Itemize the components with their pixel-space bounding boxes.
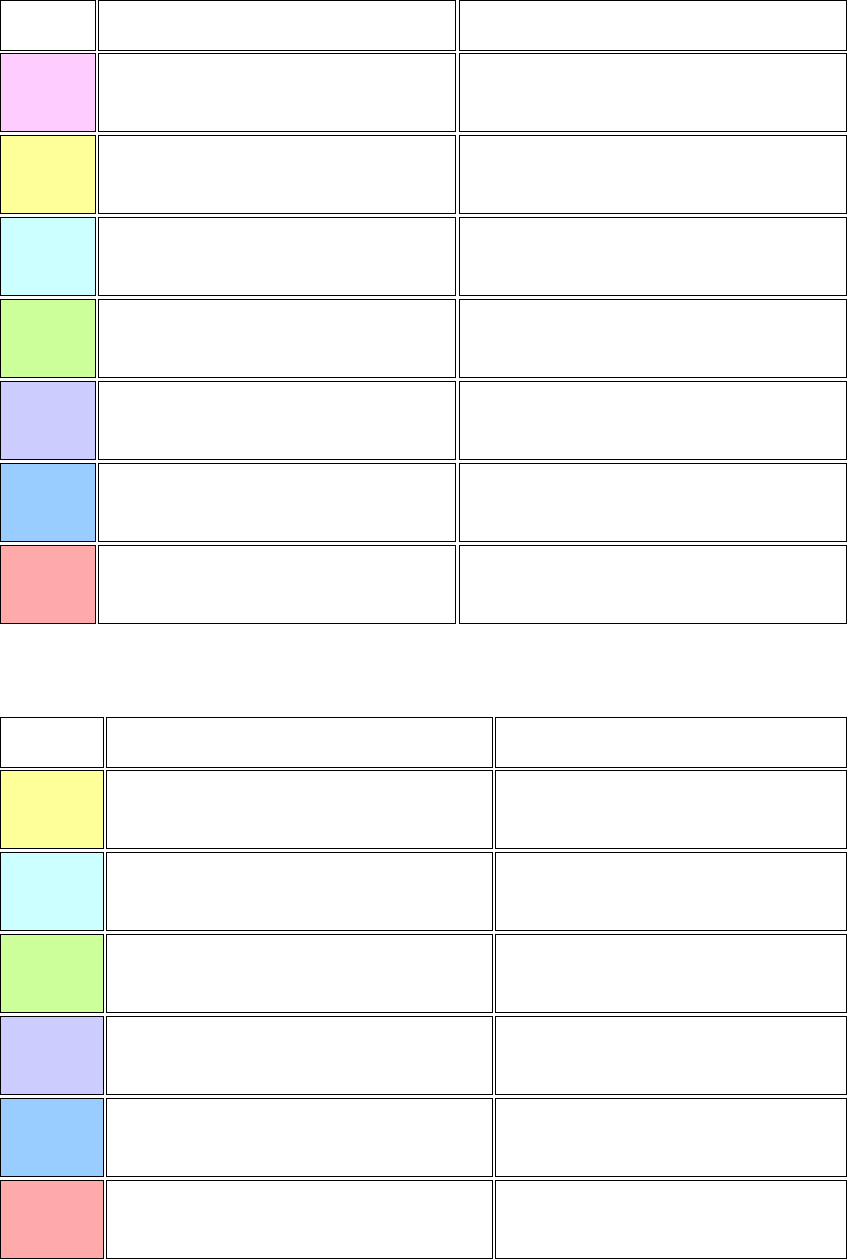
table-cell xyxy=(98,545,456,624)
table-cell xyxy=(98,381,456,460)
table-row xyxy=(0,217,847,296)
color-swatch-cell xyxy=(0,381,96,460)
table-cell xyxy=(98,217,456,296)
color-swatch-cell xyxy=(0,217,96,296)
table-cell xyxy=(459,0,847,51)
table-cell xyxy=(106,852,493,931)
color-swatch-cell xyxy=(0,770,104,849)
color-swatch-cell xyxy=(0,1180,104,1259)
table-cell xyxy=(106,717,493,768)
table-cell xyxy=(106,1016,493,1095)
table-cell xyxy=(459,545,847,624)
color-swatch-cell xyxy=(0,135,96,214)
table-row xyxy=(0,545,847,624)
table-cell xyxy=(106,770,493,849)
table-header-row xyxy=(0,717,847,768)
color-swatch-cell xyxy=(0,1098,104,1177)
table-row xyxy=(0,135,847,214)
color-table-2 xyxy=(0,717,847,1259)
table-row xyxy=(0,934,847,1013)
color-swatch-cell xyxy=(0,934,104,1013)
table-cell xyxy=(98,463,456,542)
table-cell xyxy=(459,299,847,378)
table-row xyxy=(0,770,847,849)
table-cell xyxy=(495,770,847,849)
table-cell xyxy=(98,135,456,214)
table-cell xyxy=(495,1098,847,1177)
table-cell xyxy=(459,135,847,214)
table-cell xyxy=(98,0,456,51)
table-cell xyxy=(495,717,847,768)
table-cell xyxy=(98,53,456,132)
table-header-row xyxy=(0,0,847,51)
table-cell xyxy=(106,934,493,1013)
table-row xyxy=(0,53,847,132)
color-swatch-cell xyxy=(0,545,96,624)
table-cell xyxy=(459,217,847,296)
table-cell xyxy=(495,934,847,1013)
table-row xyxy=(0,463,847,542)
table-cell xyxy=(106,1180,493,1259)
table-row xyxy=(0,299,847,378)
table-row xyxy=(0,852,847,931)
color-swatch-cell xyxy=(0,299,96,378)
color-swatch-cell xyxy=(0,53,96,132)
table-cell xyxy=(106,1098,493,1177)
table-row xyxy=(0,1180,847,1259)
table-cell xyxy=(459,381,847,460)
table-cell xyxy=(459,463,847,542)
color-table-1 xyxy=(0,0,847,624)
table-cell xyxy=(0,0,96,51)
table-row xyxy=(0,1016,847,1095)
table-cell xyxy=(495,1180,847,1259)
table-cell xyxy=(0,717,104,768)
table-cell xyxy=(495,852,847,931)
table-cell xyxy=(495,1016,847,1095)
color-swatch-cell xyxy=(0,1016,104,1095)
color-swatch-cell xyxy=(0,852,104,931)
table-cell xyxy=(98,299,456,378)
table-row xyxy=(0,1098,847,1177)
table-cell xyxy=(459,53,847,132)
table-row xyxy=(0,381,847,460)
color-swatch-cell xyxy=(0,463,96,542)
